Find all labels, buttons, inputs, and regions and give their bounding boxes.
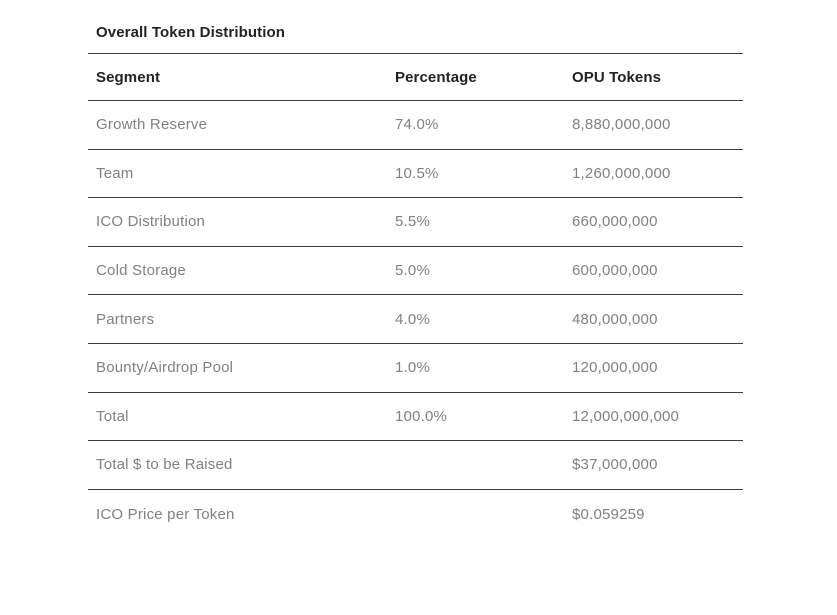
table-row: ICO Distribution 5.5% 660,000,000: [88, 198, 743, 247]
cell-opu-tokens: $0.059259: [572, 505, 645, 523]
cell-segment: Total: [96, 407, 129, 425]
table-title: Overall Token Distribution: [88, 12, 743, 54]
table-row: Bounty/Airdrop Pool 1.0% 120,000,000: [88, 344, 743, 393]
table-row: Team 10.5% 1,260,000,000: [88, 150, 743, 199]
cell-segment: Cold Storage: [96, 262, 186, 280]
cell-percentage: 10.5%: [395, 164, 439, 182]
table-row: ICO Price per Token $0.059259: [88, 490, 743, 539]
cell-segment: Growth Reserve: [96, 116, 208, 134]
cell-segment: Bounty/Airdrop Pool: [96, 359, 234, 377]
cell-percentage: 100.0%: [395, 407, 448, 425]
cell-percentage: 1.0%: [395, 359, 430, 377]
cell-opu-tokens: 1,260,000,000: [572, 164, 671, 182]
cell-percentage: 5.5%: [395, 213, 430, 231]
token-distribution-table: Overall Token Distribution Segment Perce…: [88, 12, 743, 538]
table-row: Total 100.0% 12,000,000,000: [88, 393, 743, 442]
cell-opu-tokens: $37,000,000: [572, 456, 658, 474]
cell-opu-tokens: 8,880,000,000: [572, 116, 671, 134]
cell-percentage: 74.0%: [395, 116, 439, 134]
cell-segment: Partners: [96, 310, 155, 328]
table-row: Partners 4.0% 480,000,000: [88, 295, 743, 344]
column-header-percentage: Percentage: [395, 68, 477, 86]
cell-opu-tokens: 480,000,000: [572, 310, 658, 328]
cell-percentage: 4.0%: [395, 310, 430, 328]
table-row: Cold Storage 5.0% 600,000,000: [88, 247, 743, 296]
table-row: Growth Reserve 74.0% 8,880,000,000: [88, 101, 743, 150]
cell-opu-tokens: 600,000,000: [572, 262, 658, 280]
cell-segment: Total $ to be Raised: [96, 456, 233, 474]
column-header-segment: Segment: [96, 68, 161, 86]
column-header-opu-tokens: OPU Tokens: [572, 68, 662, 86]
cell-opu-tokens: 660,000,000: [572, 213, 658, 231]
cell-percentage: 5.0%: [395, 262, 430, 280]
table-header-row: Segment Percentage OPU Tokens: [88, 54, 743, 101]
table-row: Total $ to be Raised $37,000,000: [88, 441, 743, 490]
cell-opu-tokens: 12,000,000,000: [572, 407, 680, 425]
cell-segment: ICO Price per Token: [96, 505, 235, 523]
cell-segment: ICO Distribution: [96, 213, 206, 231]
cell-segment: Team: [96, 164, 134, 182]
cell-opu-tokens: 120,000,000: [572, 359, 658, 377]
